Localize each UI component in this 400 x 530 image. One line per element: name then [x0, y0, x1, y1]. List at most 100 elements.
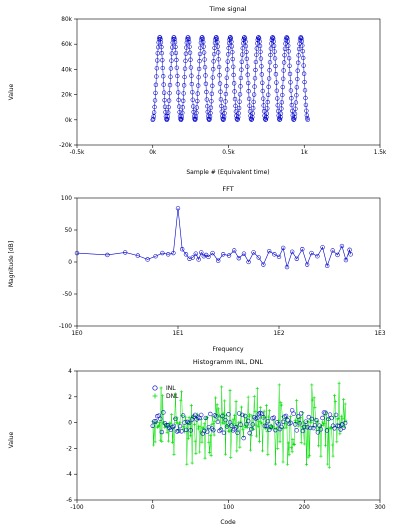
dnl-point — [157, 424, 161, 428]
inl-point — [241, 435, 246, 441]
dnl-point — [247, 415, 251, 419]
time-signal-point — [263, 117, 268, 122]
fft-x-ticks: 1E0 1E1 1E2 1E3 — [71, 326, 386, 337]
time-signal-point — [235, 117, 240, 122]
time-signal-series — [150, 35, 310, 122]
inl-point — [159, 429, 165, 435]
fft-point — [145, 257, 150, 262]
inl-point — [246, 418, 251, 424]
dnl-point — [312, 396, 316, 400]
time-signal-point — [170, 40, 175, 45]
x-tick-label: 0k — [149, 150, 157, 156]
dnl-point — [326, 462, 330, 466]
inl-point — [265, 418, 271, 424]
dnl-point — [285, 462, 290, 466]
time-signal-point — [196, 66, 202, 72]
time-signal-point — [258, 56, 264, 61]
time-signal-point — [279, 100, 285, 105]
inl-point — [208, 411, 213, 417]
dnl-point — [257, 440, 262, 444]
time-signal-point — [286, 55, 292, 61]
dnl-point — [214, 396, 218, 400]
time-signal-point — [169, 51, 175, 56]
time-signal-point — [268, 46, 274, 51]
time-signal-point — [186, 39, 192, 45]
dnl-point — [279, 400, 283, 405]
dnl-point — [273, 462, 278, 466]
inl-point — [259, 411, 265, 416]
time-signal-point — [225, 59, 230, 64]
fft-series — [74, 206, 353, 270]
inl-point — [173, 416, 178, 421]
dnl-point — [292, 443, 296, 447]
inl-point — [297, 421, 302, 426]
time-signal-point — [271, 36, 276, 41]
inl-point — [342, 420, 348, 426]
fft-point — [335, 252, 340, 258]
dnl-point — [207, 440, 211, 444]
time-signal-point — [238, 75, 244, 81]
dnl-point — [290, 450, 294, 454]
time-signal-point — [237, 99, 242, 104]
time-signal-point — [183, 51, 189, 56]
inl-point — [238, 422, 243, 427]
inl-point — [192, 412, 198, 418]
dnl-point — [156, 424, 160, 428]
inl-point — [183, 427, 189, 433]
dnl-point — [189, 434, 193, 438]
time-signal-point — [301, 63, 306, 68]
dnl-point — [170, 440, 175, 445]
fft-point — [320, 245, 325, 250]
time-signal-point — [287, 63, 292, 68]
inl-dnl-y-ticks: -6 -4 -2 0 2 4 — [66, 369, 77, 504]
fft-point — [171, 250, 176, 256]
dnl-point — [233, 423, 237, 427]
dnl-point — [258, 406, 262, 410]
dnl-point — [151, 443, 156, 447]
time-signal-point — [251, 106, 256, 111]
time-signal-point — [170, 45, 175, 50]
dnl-point — [303, 421, 307, 425]
inl-point — [285, 417, 290, 423]
dnl-point — [338, 432, 342, 436]
dnl-point — [207, 451, 212, 455]
inl-point — [214, 414, 219, 419]
time-signal-point — [181, 91, 186, 96]
time-signal-point — [196, 75, 201, 80]
time-signal-point — [264, 111, 270, 116]
dnl-point — [160, 439, 164, 443]
inl-point — [177, 423, 183, 429]
time-signal-point — [245, 72, 250, 77]
time-signal-point — [245, 64, 250, 69]
dnl-point — [209, 453, 213, 458]
fft-point — [236, 255, 241, 261]
dnl-point — [201, 426, 205, 430]
time-signal-xlabel: Sample # (Equivalent time) — [186, 169, 269, 176]
time-signal-point — [156, 45, 161, 50]
time-signal-point — [173, 44, 178, 50]
time-signal-point — [201, 39, 206, 45]
inl-point — [150, 423, 155, 428]
time-signal-point — [273, 72, 279, 77]
time-signal-point — [157, 35, 163, 40]
time-signal-point — [275, 103, 280, 108]
time-signal-point — [158, 36, 163, 42]
time-signal-point — [152, 98, 158, 103]
dnl-point — [254, 434, 259, 438]
time-signal-point — [254, 52, 259, 57]
inl-point — [320, 415, 325, 421]
inl-point — [165, 423, 171, 428]
time-signal-point — [249, 117, 254, 122]
time-signal-point — [172, 36, 177, 42]
dnl-point — [321, 423, 325, 427]
time-signal-point — [253, 67, 258, 73]
time-signal-point — [299, 36, 304, 41]
fft-point — [199, 250, 204, 255]
time-signal-point — [226, 45, 231, 51]
inl-point — [235, 430, 240, 436]
time-signal-point — [181, 98, 186, 103]
dnl-point — [185, 462, 189, 466]
dnl-point — [332, 415, 336, 419]
dnl-point — [231, 417, 235, 421]
y-tick-label: -2 — [66, 446, 72, 452]
